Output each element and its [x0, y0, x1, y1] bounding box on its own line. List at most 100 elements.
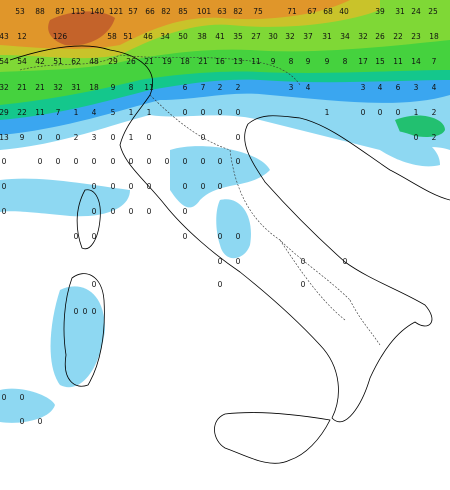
grid-value: 7 [201, 83, 206, 92]
grid-value: 1 [129, 133, 134, 142]
grid-value: 0 [201, 133, 206, 142]
precip-patch [50, 286, 105, 388]
grid-value: 140 [90, 7, 105, 16]
grid-value: 57 [128, 7, 138, 16]
precip-patch [395, 115, 445, 137]
grid-value: 71 [287, 7, 297, 16]
grid-value: 0 [378, 108, 383, 117]
grid-value: 0 [218, 157, 223, 166]
grid-value: 26 [375, 32, 385, 41]
grid-value: 0 [20, 393, 25, 402]
grid-value: 0 [218, 280, 223, 289]
grid-value: 0 [201, 157, 206, 166]
grid-value: 58 [107, 32, 117, 41]
grid-value: 48 [89, 57, 99, 66]
grid-value: 5 [111, 108, 116, 117]
grid-value: 4 [92, 108, 97, 117]
grid-value: 0 [129, 182, 134, 191]
sardinia [63, 273, 105, 387]
grid-value: 7 [56, 108, 61, 117]
grid-value: 22 [17, 108, 27, 117]
grid-value: 50 [178, 32, 188, 41]
grid-value: 31 [71, 83, 81, 92]
grid-value: 1 [414, 108, 419, 117]
grid-value: 8 [289, 57, 294, 66]
grid-value: 6 [183, 83, 188, 92]
grid-value: 82 [233, 7, 243, 16]
grid-value: 0 [74, 232, 79, 241]
grid-value: 34 [160, 32, 170, 41]
grid-value: 0 [56, 157, 61, 166]
grid-value: 115 [71, 7, 86, 16]
grid-value: 4 [432, 83, 437, 92]
grid-value: 11 [393, 57, 403, 66]
grid-value: 0 [92, 157, 97, 166]
grid-value: 0 [301, 257, 306, 266]
corsica [76, 189, 101, 250]
grid-value: 9 [325, 57, 330, 66]
grid-value: 1 [74, 108, 79, 117]
grid-value: 37 [303, 32, 313, 41]
grid-value: 13 [0, 133, 9, 142]
grid-value: 63 [217, 7, 227, 16]
grid-value: 12 [17, 32, 27, 41]
grid-value: 88 [35, 7, 45, 16]
grid-value: 101 [197, 7, 212, 16]
grid-value: 51 [53, 57, 63, 66]
grid-value: 15 [375, 57, 385, 66]
grid-value: 8 [129, 83, 134, 92]
grid-value: 27 [251, 32, 261, 41]
grid-value: 0 [74, 307, 79, 316]
grid-value: 0 [111, 207, 116, 216]
grid-value: 2 [74, 133, 79, 142]
grid-value: 0 [2, 157, 7, 166]
precip-patch [0, 178, 130, 217]
grid-value: 31 [395, 7, 405, 16]
grid-value: 35 [233, 32, 243, 41]
grid-value: 32 [358, 32, 368, 41]
grid-value: 0 [361, 108, 366, 117]
grid-value: 0 [20, 417, 25, 426]
grid-value: 0 [38, 417, 43, 426]
grid-value: 41 [215, 32, 225, 41]
grid-value: 29 [108, 57, 118, 66]
grid-value: 11 [35, 108, 45, 117]
grid-value: 1 [129, 108, 134, 117]
grid-value: 87 [55, 7, 65, 16]
grid-value: 121 [109, 7, 124, 16]
grid-value: 11 [251, 57, 261, 66]
grid-value: 29 [0, 108, 9, 117]
grid-value: 32 [285, 32, 295, 41]
grid-value: 2 [432, 133, 437, 142]
grid-value: 0 [183, 108, 188, 117]
grid-value: 0 [111, 133, 116, 142]
grid-value: 11 [144, 83, 154, 92]
grid-value: 43 [0, 32, 9, 41]
grid-value: 1 [325, 108, 330, 117]
grid-value: 30 [268, 32, 278, 41]
grid-value: 3 [361, 83, 366, 92]
grid-value: 21 [35, 83, 45, 92]
grid-value: 0 [301, 280, 306, 289]
grid-value: 38 [197, 32, 207, 41]
precip-patch [0, 388, 55, 423]
grid-value: 0 [147, 207, 152, 216]
grid-value: 0 [201, 108, 206, 117]
grid-value: 18 [429, 32, 439, 41]
grid-value: 0 [111, 157, 116, 166]
grid-value: 18 [180, 57, 190, 66]
grid-value: 0 [92, 182, 97, 191]
grid-value: 0 [147, 182, 152, 191]
grid-value: 0 [343, 257, 348, 266]
grid-value: 0 [38, 133, 43, 142]
grid-value: 3 [414, 83, 419, 92]
grid-value: 0 [92, 232, 97, 241]
grid-value: 0 [2, 182, 7, 191]
grid-value: 23 [411, 32, 421, 41]
grid-value: 34 [340, 32, 350, 41]
grid-value: 0 [2, 207, 7, 216]
grid-value: 126 [53, 32, 68, 41]
grid-value: 53 [15, 7, 25, 16]
grid-value: 32 [0, 83, 9, 92]
